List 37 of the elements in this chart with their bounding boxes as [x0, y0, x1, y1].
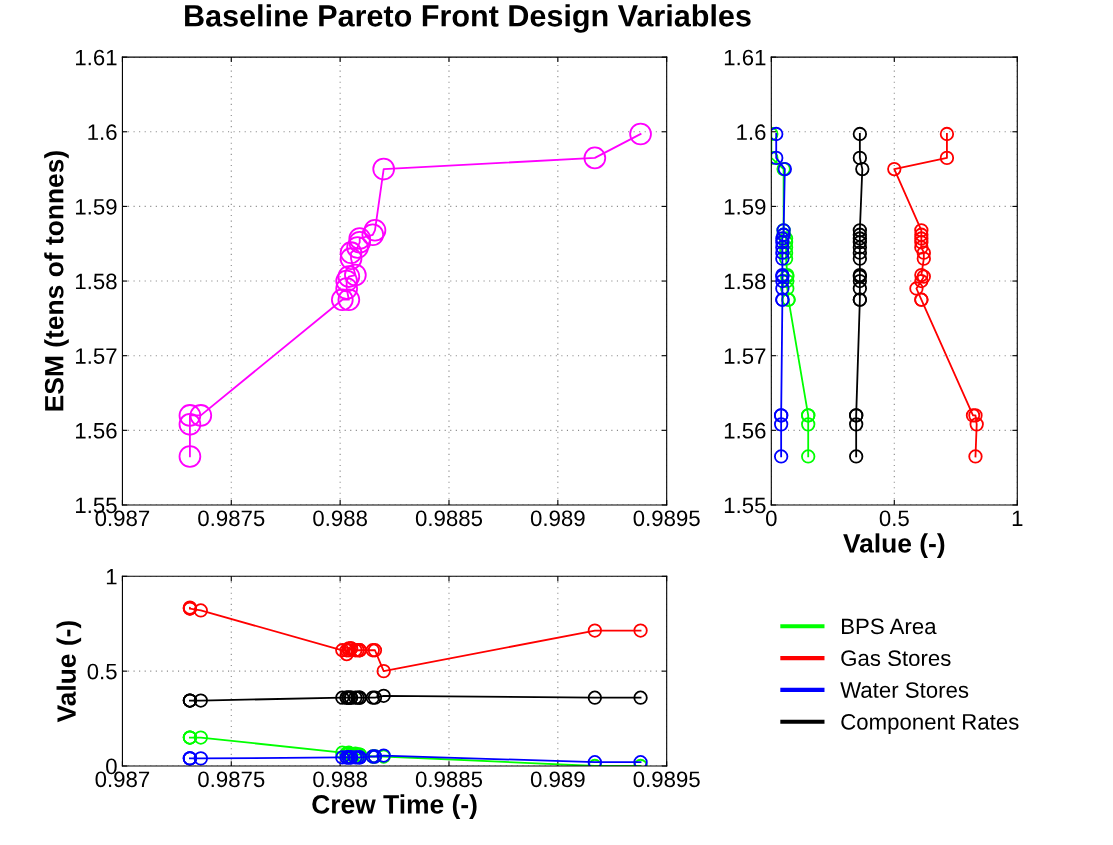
x-tick-label: 0.989: [530, 771, 585, 788]
x-axis-title: Value (-): [843, 533, 945, 558]
chart-title: Baseline Pareto Front Design Variables: [185, 4, 751, 33]
y-tick-label: 1.61: [76, 49, 117, 66]
y-tick-label: 1.55: [724, 497, 766, 514]
y-axis-title: ESM (tens of tonnes): [44, 151, 69, 411]
y-tick-label: 0.5: [87, 663, 117, 680]
legend-label: Component Rates: [841, 713, 1019, 735]
y-tick-label: 1.57: [76, 348, 117, 364]
legend-label: BPS Area: [842, 618, 937, 635]
y-tick-label: 1.56: [76, 422, 117, 439]
y-tick-label: 1.57: [724, 348, 766, 364]
y-tick-label: 1.6: [737, 124, 766, 141]
y-tick-label: 1.59: [724, 198, 766, 215]
y-axis-title: Value (-): [56, 621, 82, 723]
x-tick-label: 0.9875: [198, 771, 265, 788]
y-tick-label: 1.61: [724, 49, 766, 66]
x-axis-title: Crew Time (-): [312, 794, 477, 819]
x-tick-label: 0.989: [530, 510, 585, 527]
x-tick-label: 0.9895: [633, 510, 700, 527]
y-tick-label: 1: [106, 569, 117, 585]
y-tick-label: 1.58: [76, 273, 117, 290]
x-tick-label: 0.9885: [415, 510, 483, 527]
x-tick-label: 0.988: [313, 510, 367, 527]
x-tick-label: 0: [766, 510, 777, 527]
x-tick-label: 0.9895: [633, 771, 700, 788]
x-tick-label: 0.9885: [415, 771, 483, 788]
legend-label: Gas Stores: [841, 650, 951, 667]
y-tick-label: 1.56: [724, 422, 766, 439]
legend-label: Water Stores: [840, 682, 969, 698]
x-tick-label: 1: [1012, 510, 1023, 526]
y-tick-label: 1.59: [76, 198, 117, 215]
x-tick-label: 0.988: [313, 771, 367, 788]
x-tick-label: 0.9875: [198, 510, 265, 527]
x-tick-label: 0.5: [879, 510, 909, 527]
y-tick-label: 1.6: [88, 124, 117, 141]
y-tick-label: 1.58: [724, 273, 766, 290]
